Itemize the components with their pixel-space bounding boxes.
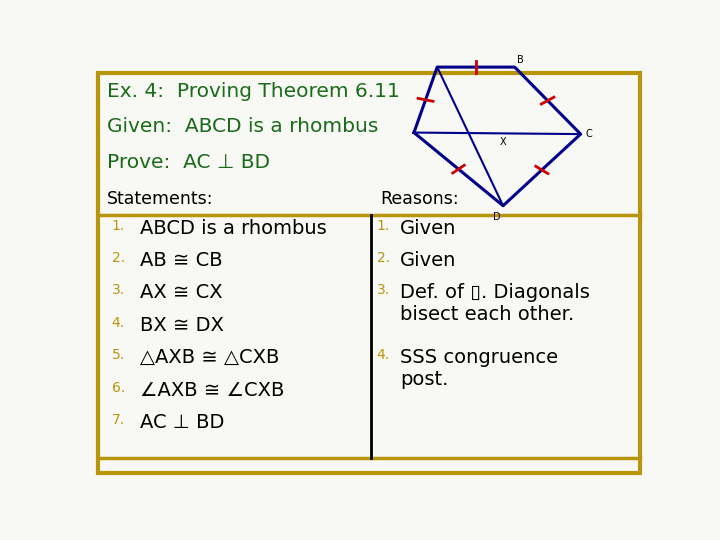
Text: BX ≅ DX: BX ≅ DX (140, 316, 224, 335)
Text: 3.: 3. (377, 284, 390, 298)
Text: ABCD is a rhombus: ABCD is a rhombus (140, 219, 327, 238)
Text: 6.: 6. (112, 381, 125, 395)
Text: X: X (500, 137, 507, 147)
Text: 1.: 1. (377, 219, 390, 233)
Text: 1.: 1. (112, 219, 125, 233)
Text: 5.: 5. (112, 348, 125, 362)
Text: 4.: 4. (112, 316, 125, 330)
Text: Reasons:: Reasons: (381, 190, 459, 208)
Text: 7.: 7. (112, 413, 125, 427)
Text: AB ≅ CB: AB ≅ CB (140, 251, 223, 270)
Text: C: C (585, 129, 592, 139)
Text: B: B (518, 55, 524, 65)
Text: AX ≅ CX: AX ≅ CX (140, 284, 223, 302)
Text: Given: Given (400, 251, 456, 270)
Text: Ex. 4:  Proving Theorem 6.11: Ex. 4: Proving Theorem 6.11 (107, 82, 400, 101)
Text: Prove:  AC ⊥ BD: Prove: AC ⊥ BD (107, 153, 270, 172)
Text: 2.: 2. (377, 251, 390, 265)
Text: Statements:: Statements: (107, 190, 214, 208)
Text: Def. of ▯. Diagonals
bisect each other.: Def. of ▯. Diagonals bisect each other. (400, 284, 590, 325)
Text: △AXB ≅ △CXB: △AXB ≅ △CXB (140, 348, 280, 367)
Text: 3.: 3. (112, 284, 125, 298)
Text: Given: Given (400, 219, 456, 238)
Text: Given:  ABCD is a rhombus: Given: ABCD is a rhombus (107, 117, 379, 136)
Text: D: D (492, 212, 500, 222)
Text: SSS congruence
post.: SSS congruence post. (400, 348, 558, 389)
Text: AC ⊥ BD: AC ⊥ BD (140, 413, 225, 432)
Text: 2.: 2. (112, 251, 125, 265)
Text: ∠AXB ≅ ∠CXB: ∠AXB ≅ ∠CXB (140, 381, 284, 400)
Text: 4.: 4. (377, 348, 390, 362)
